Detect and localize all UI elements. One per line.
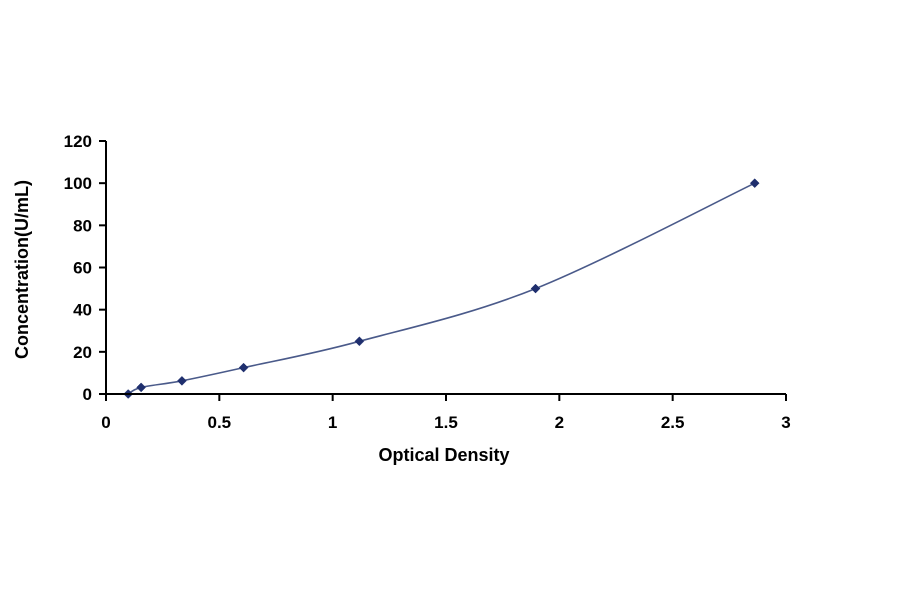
- y-tick-label: 60: [73, 259, 92, 278]
- data-points-layer: [123, 178, 760, 399]
- x-tick-label: 3: [781, 413, 790, 432]
- data-point: [530, 283, 541, 294]
- y-tick-label: 80: [73, 216, 92, 235]
- y-tick-label: 120: [64, 132, 92, 151]
- y-tick-label: 20: [73, 343, 92, 362]
- fit-curve-layer: [127, 182, 756, 395]
- data-point: [749, 178, 760, 189]
- x-ticks: 0 0.5 1 1.5 2 2.5 3: [101, 394, 791, 432]
- data-point: [177, 375, 187, 386]
- x-axis-title: Optical Density: [378, 445, 509, 465]
- x-tick-label: 1: [328, 413, 337, 432]
- fit-curve: [127, 182, 756, 395]
- x-tick-label: 0.5: [208, 413, 232, 432]
- y-axis-title: Concentration(U/mL): [12, 180, 32, 359]
- axes: [105, 141, 786, 395]
- y-ticks: 0 20 40 60 80 100 120: [64, 132, 106, 404]
- y-tick-label: 0: [83, 385, 92, 404]
- data-point: [354, 336, 365, 347]
- data-point: [238, 362, 249, 373]
- x-tick-label: 0: [101, 413, 110, 432]
- data-point: [136, 382, 146, 393]
- y-tick-label: 100: [64, 174, 92, 193]
- y-tick-label: 40: [73, 301, 92, 320]
- x-tick-label: 2: [555, 413, 564, 432]
- x-tick-label: 1.5: [434, 413, 458, 432]
- x-tick-label: 2.5: [661, 413, 685, 432]
